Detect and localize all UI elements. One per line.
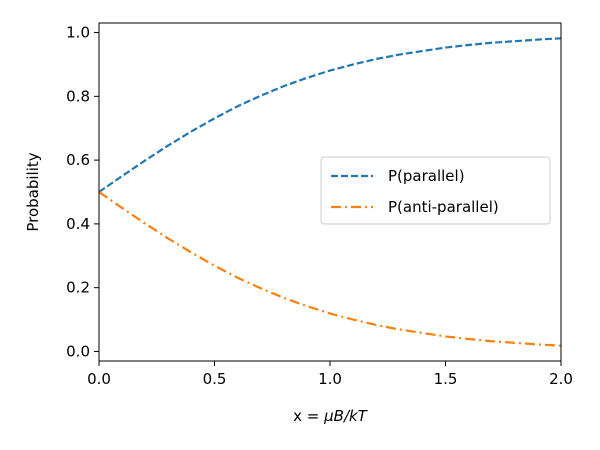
- x-tick-label: 0.5: [203, 370, 227, 388]
- x-tick-label: 0.0: [87, 370, 111, 388]
- y-tick-label: 0.8: [66, 87, 90, 105]
- y-tick-label: 0.2: [66, 279, 90, 297]
- x-axis-label: x = μB/kT: [293, 407, 369, 425]
- x-tick-label: 1.0: [318, 370, 342, 388]
- series-layer: [98, 37, 562, 347]
- legend-label-parallel: P(parallel): [388, 167, 465, 185]
- ticks-layer: 0.0 0.5 1.0 1.5 2.0 0.0 0.2 0.4 0.6 0.8 1.0: [66, 24, 573, 388]
- y-tick-label: 0.0: [66, 342, 90, 360]
- y-tick-label: 0.4: [66, 215, 90, 233]
- legend-box: [320, 156, 551, 225]
- series-line-parallel: [98, 37, 562, 193]
- legend: P(parallel) P(anti-parallel): [320, 156, 551, 225]
- y-axis-label: Probability: [24, 152, 42, 231]
- y-tick-label: 0.6: [66, 151, 90, 169]
- x-tick-label: 2.0: [549, 370, 573, 388]
- x-axis-label-math: μB/kT: [323, 407, 369, 425]
- series-line-anti-parallel: [98, 191, 562, 347]
- legend-label-anti-parallel: P(anti-parallel): [388, 198, 499, 216]
- x-tick-label: 1.5: [434, 370, 458, 388]
- x-axis-label-prefix: x =: [293, 407, 324, 425]
- y-tick-label: 1.0: [66, 24, 90, 42]
